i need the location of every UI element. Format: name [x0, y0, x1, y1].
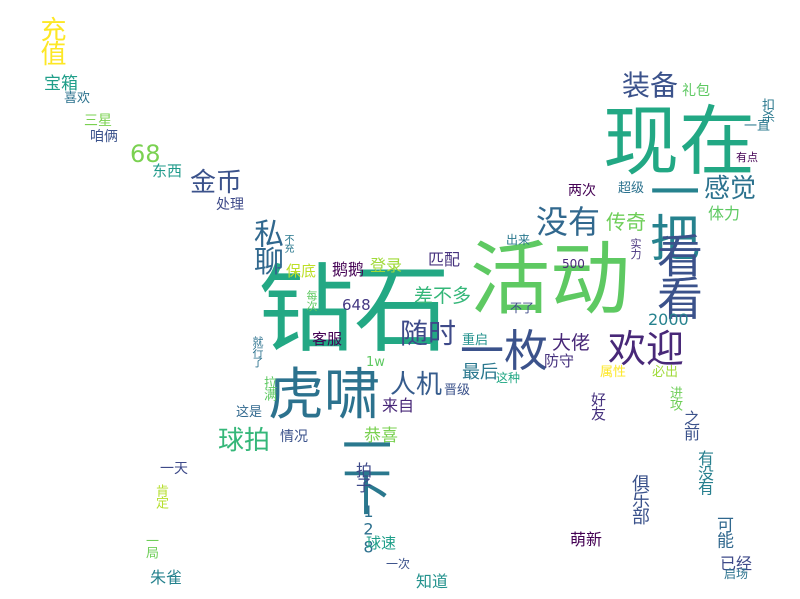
word-59: 超级 [618, 181, 645, 196]
word-79: 一次 [386, 557, 411, 571]
word-33: 拍子 [353, 462, 372, 492]
word-15: 感觉 [704, 174, 757, 204]
word-52: 咱俩 [90, 129, 118, 145]
word-49: 朱雀 [150, 568, 183, 587]
word-46: 防守 [544, 352, 575, 370]
word-7: 一下 [334, 420, 392, 512]
word-27: 俱乐部 [629, 474, 650, 524]
word-58: 两次 [568, 183, 596, 199]
word-63: 不了 [510, 301, 535, 315]
word-12: 金币 [190, 168, 243, 198]
word-43: 处理 [216, 197, 244, 213]
word-9: 欢迎 [608, 327, 685, 371]
word-41: 已经 [720, 554, 753, 573]
word-35: 体力 [708, 204, 741, 223]
word-65: 晋级 [444, 383, 471, 398]
word-37: 可能 [713, 516, 733, 548]
word-66: 这种 [496, 371, 521, 385]
word-20: 宝箱 [44, 74, 78, 94]
word-3: 现在 [603, 97, 755, 186]
word-80: 启场 [724, 567, 749, 581]
word-60: 实力 [629, 238, 642, 259]
word-48: 知道 [416, 572, 449, 591]
word-62: 500 [562, 257, 585, 271]
word-72: 这是 [236, 405, 263, 420]
word-13: 随时 [400, 317, 457, 350]
word-6: 看看 [650, 232, 704, 317]
word-25: 恭喜 [364, 426, 398, 446]
word-34: 来自 [382, 396, 415, 415]
word-76: 不充 [282, 234, 293, 253]
word-31: 648 [342, 296, 371, 314]
word-64: 重启 [462, 333, 489, 348]
word-54: 礼包 [682, 83, 710, 99]
word-68: 必出 [652, 365, 679, 380]
word-30: 匹配 [428, 250, 461, 269]
word-19: 68 [130, 140, 161, 168]
word-40: 萌新 [570, 530, 603, 549]
word-17: 球拍 [218, 426, 271, 456]
word-50: 一天 [160, 461, 188, 477]
word-77: 肯定 [153, 484, 168, 508]
word-78: 一局 [143, 534, 158, 558]
word-38: 有没有 [695, 450, 714, 495]
word-39: 之前 [681, 410, 700, 440]
word-70: 1w [366, 355, 385, 370]
word-69: 进攻 [667, 386, 682, 410]
word-71: 情况 [280, 429, 308, 445]
word-11: 私聊 [248, 218, 283, 274]
word-2: 活动 [470, 233, 630, 326]
word-42: 东西 [152, 162, 183, 180]
word-4: 虎啸 [268, 363, 380, 428]
word-10: 没有 [536, 203, 601, 241]
word-24: 最后 [462, 362, 498, 383]
word-61: 出来 [506, 233, 531, 247]
word-8: 一枚 [460, 326, 548, 377]
word-18: 人机 [390, 370, 443, 400]
word-67: 属性 [600, 365, 627, 380]
word-23: 大佬 [552, 332, 591, 354]
word-73: 拉满 [261, 376, 276, 400]
word-47: 球速 [366, 534, 397, 552]
word-14: 装备 [622, 69, 679, 102]
word-55: 扣杀 [759, 98, 774, 122]
word-26: 2000 [648, 310, 689, 329]
word-21: 传奇 [606, 210, 646, 234]
word-56: 一直 [744, 119, 771, 134]
word-44: 保底 [286, 262, 317, 280]
word-1: 钻石 [258, 254, 450, 366]
word-32: 128 [359, 502, 378, 556]
word-5: 一把 [642, 166, 700, 258]
word-28: 鹅鹅 [332, 260, 365, 279]
word-51: 三星 [84, 113, 112, 129]
word-57: 有点 [736, 151, 758, 164]
word-75: 每次 [305, 290, 318, 311]
word-53: 喜欢 [64, 91, 91, 106]
word-29: 登录 [370, 256, 403, 275]
word-36: 好友 [589, 392, 607, 420]
word-74: 就行了 [251, 336, 264, 367]
word-16: 充值 [36, 16, 66, 64]
word-45: 客服 [312, 330, 343, 348]
word-22: 差不多 [414, 285, 472, 307]
